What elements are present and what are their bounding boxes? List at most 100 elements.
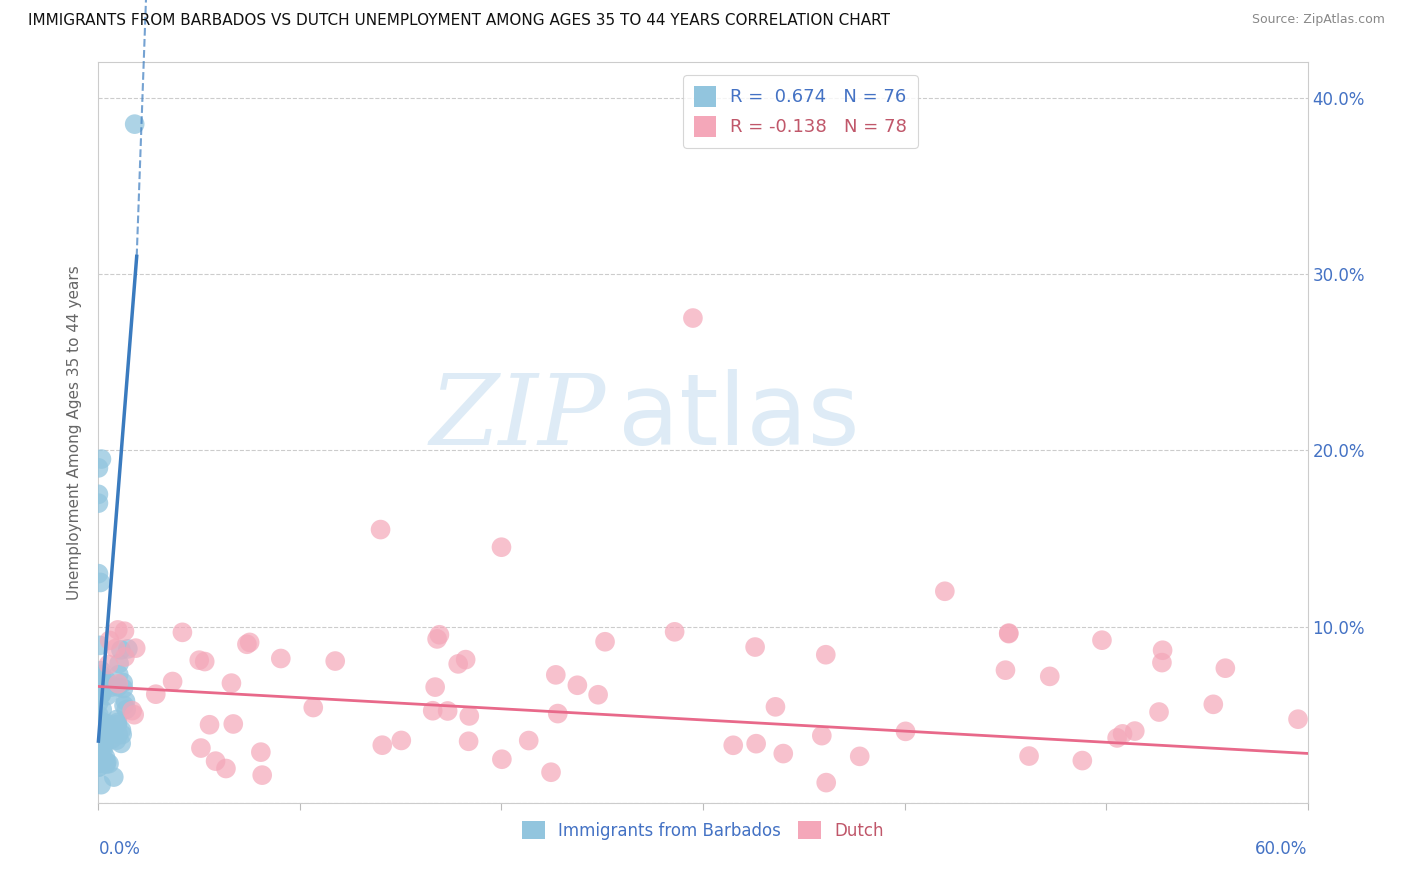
Point bbox=[87, 760, 110, 774]
Point bbox=[98, 756, 121, 771]
Point bbox=[744, 640, 766, 654]
Point bbox=[370, 523, 392, 537]
Point bbox=[96, 689, 118, 703]
Point bbox=[89, 751, 111, 765]
Point bbox=[745, 737, 768, 751]
Point bbox=[93, 675, 115, 690]
Point bbox=[429, 628, 451, 642]
Point bbox=[87, 756, 110, 771]
Point bbox=[664, 624, 686, 639]
Point bbox=[250, 768, 273, 782]
Point bbox=[107, 667, 129, 681]
Point bbox=[93, 738, 115, 752]
Point bbox=[90, 667, 112, 681]
Point bbox=[848, 749, 870, 764]
Point bbox=[89, 731, 111, 745]
Point bbox=[110, 723, 132, 737]
Point bbox=[89, 747, 111, 762]
Point bbox=[89, 730, 111, 744]
Point bbox=[114, 650, 136, 665]
Point bbox=[188, 653, 211, 667]
Point bbox=[302, 700, 325, 714]
Point bbox=[121, 704, 143, 718]
Point bbox=[87, 461, 110, 475]
Point bbox=[107, 677, 129, 691]
Point bbox=[93, 729, 115, 743]
Point bbox=[236, 637, 259, 651]
Text: ZIP: ZIP bbox=[430, 370, 606, 466]
Point bbox=[87, 696, 110, 710]
Point bbox=[90, 755, 112, 769]
Point bbox=[115, 702, 138, 716]
Point bbox=[90, 778, 112, 792]
Point bbox=[108, 657, 131, 671]
Text: 0.0%: 0.0% bbox=[98, 840, 141, 858]
Point bbox=[772, 747, 794, 761]
Point bbox=[87, 496, 110, 510]
Point bbox=[222, 717, 245, 731]
Point bbox=[104, 641, 127, 656]
Point bbox=[89, 756, 111, 770]
Point bbox=[190, 741, 212, 756]
Point bbox=[323, 654, 346, 668]
Point bbox=[89, 751, 111, 765]
Point bbox=[425, 680, 447, 694]
Point bbox=[1091, 633, 1114, 648]
Point bbox=[107, 680, 129, 694]
Point bbox=[547, 706, 569, 721]
Point bbox=[997, 626, 1019, 640]
Point bbox=[105, 733, 128, 747]
Point bbox=[96, 755, 118, 769]
Point bbox=[457, 734, 479, 748]
Point bbox=[1202, 698, 1225, 712]
Point bbox=[91, 702, 114, 716]
Point bbox=[765, 699, 787, 714]
Point bbox=[491, 752, 513, 766]
Point bbox=[194, 655, 217, 669]
Point bbox=[811, 729, 834, 743]
Point bbox=[87, 670, 110, 684]
Point bbox=[110, 643, 132, 657]
Point bbox=[112, 675, 135, 690]
Point bbox=[122, 707, 145, 722]
Point bbox=[721, 739, 744, 753]
Point bbox=[593, 634, 616, 648]
Point bbox=[1107, 731, 1129, 745]
Point bbox=[87, 687, 110, 701]
Text: Source: ZipAtlas.com: Source: ZipAtlas.com bbox=[1251, 13, 1385, 27]
Point bbox=[814, 648, 837, 662]
Point bbox=[198, 717, 221, 731]
Point bbox=[204, 754, 226, 768]
Point bbox=[1150, 656, 1173, 670]
Point bbox=[1215, 661, 1237, 675]
Point bbox=[894, 724, 917, 739]
Point bbox=[436, 704, 458, 718]
Point bbox=[1123, 724, 1146, 739]
Point bbox=[91, 680, 114, 694]
Point bbox=[107, 717, 129, 731]
Point bbox=[250, 745, 273, 759]
Point bbox=[426, 632, 449, 646]
Point bbox=[162, 674, 184, 689]
Point bbox=[87, 566, 110, 581]
Point bbox=[458, 709, 481, 723]
Point bbox=[90, 688, 112, 702]
Point bbox=[89, 722, 111, 736]
Point bbox=[215, 762, 238, 776]
Point bbox=[107, 727, 129, 741]
Point bbox=[89, 752, 111, 766]
Point bbox=[87, 728, 110, 742]
Point bbox=[447, 657, 470, 671]
Point bbox=[454, 652, 477, 666]
Point bbox=[1071, 754, 1094, 768]
Point bbox=[682, 311, 704, 326]
Point bbox=[112, 698, 135, 713]
Point bbox=[172, 625, 194, 640]
Point bbox=[934, 584, 956, 599]
Point bbox=[103, 770, 125, 784]
Point bbox=[586, 688, 609, 702]
Point bbox=[89, 575, 111, 590]
Point bbox=[97, 716, 120, 731]
Point bbox=[107, 715, 129, 730]
Point bbox=[815, 775, 838, 789]
